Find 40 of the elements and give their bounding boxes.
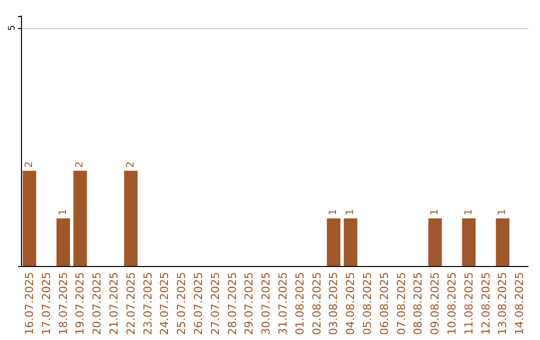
x-tick-label: 31.07.2025 [276, 272, 290, 336]
x-tick-label: 30.07.2025 [260, 272, 273, 336]
x-tick-label: 28.07.2025 [226, 272, 239, 336]
x-tick-label: 08.08.2025 [412, 272, 425, 336]
data-label: 1 [345, 209, 356, 216]
x-tick-label: 07.08.2025 [394, 272, 408, 336]
x-tick-label: 14.08.2025 [513, 272, 526, 336]
x-tick-label: 06.08.2025 [378, 272, 391, 336]
x-tick-label: 23.07.2025 [141, 272, 154, 336]
data-label: 2 [24, 161, 35, 168]
x-tick-label: 19.07.2025 [74, 272, 87, 336]
x-tick-label: 29.07.2025 [242, 272, 256, 336]
x-tick-label: 16.07.2025 [22, 272, 36, 336]
x-tick-label: 25.07.2025 [175, 272, 188, 336]
x-tick-label: 26.07.2025 [192, 272, 205, 336]
data-label: 2 [125, 161, 136, 168]
data-label: 1 [463, 209, 474, 216]
x-tick-label: 22.07.2025 [124, 272, 138, 336]
x-tick-label: 13.08.2025 [496, 272, 510, 336]
data-label: 1 [328, 209, 340, 216]
x-tick-label: 02.08.2025 [310, 272, 324, 336]
x-tick-label: 24.07.2025 [158, 272, 172, 336]
y-tick-label: 5 [8, 25, 18, 31]
x-tick-label: 05.08.2025 [360, 272, 374, 336]
x-tick-label: 03.08.2025 [327, 272, 340, 336]
x-tick-label: 09.08.2025 [428, 272, 442, 336]
x-tick-label: 01.08.2025 [293, 272, 306, 336]
data-label: 1 [430, 209, 441, 216]
x-tick-label: 10.08.2025 [445, 272, 458, 336]
data-label: 2 [74, 161, 86, 168]
x-tick-label: 04.08.2025 [344, 272, 358, 336]
x-tick-label: 18.07.2025 [56, 272, 70, 336]
x-tick-label: 21.07.2025 [107, 272, 120, 336]
x-tick-label: 27.07.2025 [208, 272, 222, 336]
x-tick-label: 20.07.2025 [90, 272, 104, 336]
x-tick-label: 17.07.2025 [40, 272, 53, 336]
x-tick-label: 12.08.2025 [479, 272, 492, 336]
data-label: 1 [58, 209, 69, 216]
x-tick-label: 11.08.2025 [462, 272, 476, 336]
data-label: 1 [497, 209, 508, 216]
